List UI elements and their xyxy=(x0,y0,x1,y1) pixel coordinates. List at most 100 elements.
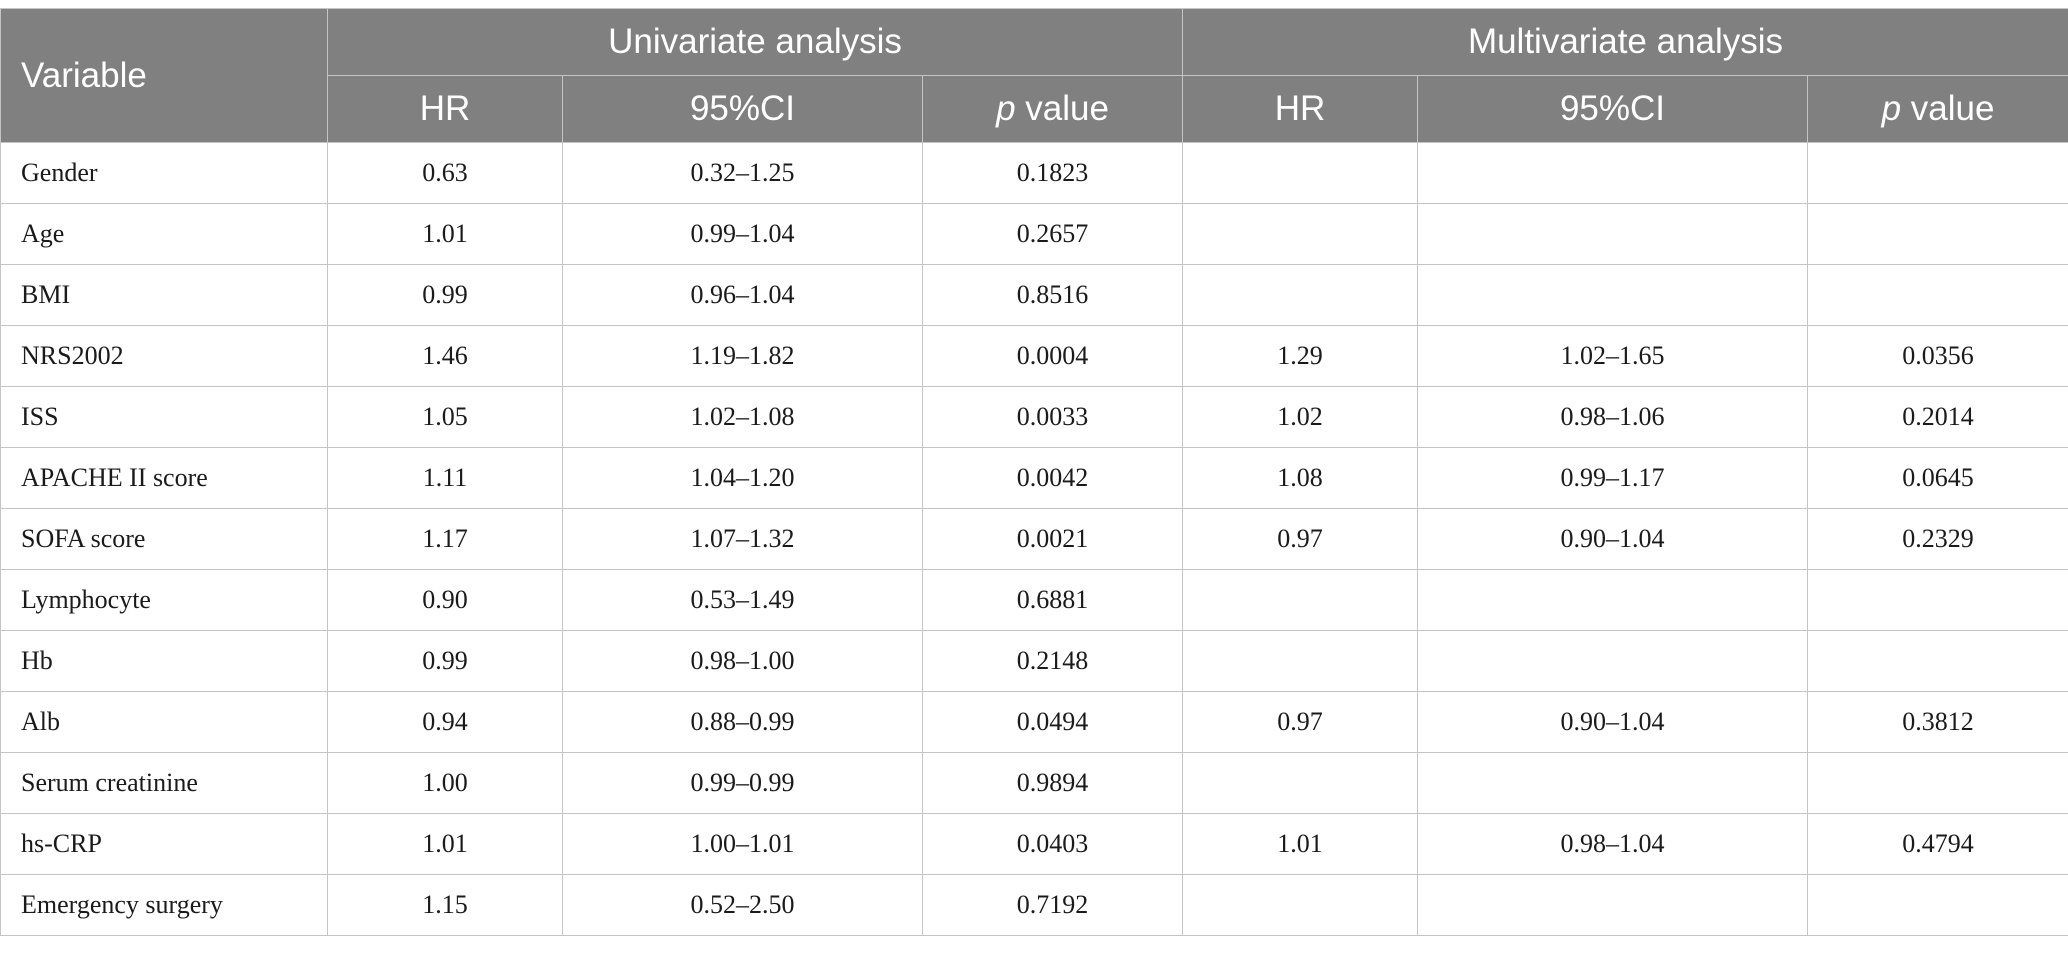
univariate-p-cell: 0.0403 xyxy=(922,813,1183,875)
multivariate-ci-cell xyxy=(1417,630,1808,692)
multivariate-hr-cell xyxy=(1182,203,1418,265)
multivariate-p-cell xyxy=(1807,569,2068,631)
univariate-hr-cell: 0.63 xyxy=(327,142,563,204)
p-value-label: value xyxy=(1901,89,1995,128)
multivariate-hr-cell xyxy=(1182,569,1418,631)
multivariate-p-cell: 0.3812 xyxy=(1807,691,2068,753)
univariate-ci-cell: 0.99–1.04 xyxy=(562,203,923,265)
multivariate-hr-cell: 1.29 xyxy=(1182,325,1418,387)
multivariate-ci-cell: 0.90–1.04 xyxy=(1417,508,1808,570)
table-row: Hb 0.99 0.98–1.00 0.2148 xyxy=(0,630,2068,692)
univariate-ci-header: 95%CI xyxy=(562,75,923,143)
multivariate-ci-header: 95%CI xyxy=(1417,75,1808,143)
header-group-row: Variable Univariate analysis Multivariat… xyxy=(0,8,2068,143)
univariate-ci-cell: 0.99–0.99 xyxy=(562,752,923,814)
univariate-p-cell: 0.2148 xyxy=(922,630,1183,692)
table-row: Serum creatinine 1.00 0.99–0.99 0.9894 xyxy=(0,752,2068,814)
univariate-p-cell: 0.8516 xyxy=(922,264,1183,326)
multivariate-p-cell: 0.0645 xyxy=(1807,447,2068,509)
variable-cell: Alb xyxy=(0,691,328,753)
table-row: BMI 0.99 0.96–1.04 0.8516 xyxy=(0,264,2068,326)
univariate-hr-cell: 1.01 xyxy=(327,203,563,265)
univariate-ci-cell: 1.00–1.01 xyxy=(562,813,923,875)
variable-cell: SOFA score xyxy=(0,508,328,570)
multivariate-hr-cell xyxy=(1182,142,1418,204)
multivariate-p-cell: 0.0356 xyxy=(1807,325,2068,387)
variable-cell: Age xyxy=(0,203,328,265)
multivariate-ci-cell xyxy=(1417,203,1808,265)
univariate-ci-cell: 0.98–1.00 xyxy=(562,630,923,692)
univariate-p-cell: 0.0033 xyxy=(922,386,1183,448)
multivariate-p-cell xyxy=(1807,752,2068,814)
univariate-p-cell: 0.7192 xyxy=(922,874,1183,936)
table-row: Emergency surgery 1.15 0.52–2.50 0.7192 xyxy=(0,874,2068,936)
multivariate-hr-cell: 1.01 xyxy=(1182,813,1418,875)
univariate-hr-cell: 1.11 xyxy=(327,447,563,509)
multivariate-p-cell: 0.2014 xyxy=(1807,386,2068,448)
univariate-ci-cell: 1.19–1.82 xyxy=(562,325,923,387)
univariate-ci-cell: 0.53–1.49 xyxy=(562,569,923,631)
multivariate-ci-cell: 0.98–1.04 xyxy=(1417,813,1808,875)
univariate-hr-cell: 0.94 xyxy=(327,691,563,753)
univariate-p-cell: 0.9894 xyxy=(922,752,1183,814)
univariate-p-cell: 0.0021 xyxy=(922,508,1183,570)
multivariate-ci-cell: 0.98–1.06 xyxy=(1417,386,1808,448)
multivariate-ci-cell xyxy=(1417,142,1808,204)
variable-cell: Hb xyxy=(0,630,328,692)
variable-cell: ISS xyxy=(0,386,328,448)
table-row: Lymphocyte 0.90 0.53–1.49 0.6881 xyxy=(0,569,2068,631)
variable-cell: Lymphocyte xyxy=(0,569,328,631)
multivariate-p-cell xyxy=(1807,203,2068,265)
multivariate-hr-header: HR xyxy=(1182,75,1418,143)
multivariate-p-cell xyxy=(1807,630,2068,692)
multivariate-header: Multivariate analysis xyxy=(1182,8,2068,76)
results-table: Variable Univariate analysis Multivariat… xyxy=(0,8,2068,936)
multivariate-hr-cell xyxy=(1182,264,1418,326)
multivariate-ci-cell xyxy=(1417,874,1808,936)
multivariate-ci-cell xyxy=(1417,264,1808,326)
table-row: Age 1.01 0.99–1.04 0.2657 xyxy=(0,203,2068,265)
p-value-label: value xyxy=(1015,89,1109,128)
multivariate-p-header: p value xyxy=(1807,75,2068,143)
multivariate-ci-cell: 0.90–1.04 xyxy=(1417,691,1808,753)
variable-cell: Serum creatinine xyxy=(0,752,328,814)
table-header: Variable Univariate analysis Multivariat… xyxy=(0,8,2068,143)
univariate-ci-cell: 0.32–1.25 xyxy=(562,142,923,204)
variable-cell: hs-CRP xyxy=(0,813,328,875)
univariate-hr-cell: 1.05 xyxy=(327,386,563,448)
p-symbol: p xyxy=(996,89,1016,128)
multivariate-p-cell xyxy=(1807,874,2068,936)
univariate-hr-cell: 0.99 xyxy=(327,264,563,326)
multivariate-p-cell xyxy=(1807,264,2068,326)
table-row: hs-CRP 1.01 1.00–1.01 0.0403 1.01 0.98–1… xyxy=(0,813,2068,875)
univariate-p-cell: 0.6881 xyxy=(922,569,1183,631)
table-row: Gender 0.63 0.32–1.25 0.1823 xyxy=(0,142,2068,204)
univariate-p-cell: 0.2657 xyxy=(922,203,1183,265)
univariate-p-cell: 0.0004 xyxy=(922,325,1183,387)
multivariate-ci-cell: 0.99–1.17 xyxy=(1417,447,1808,509)
variable-cell: Gender xyxy=(0,142,328,204)
univariate-hr-cell: 1.17 xyxy=(327,508,563,570)
multivariate-hr-cell: 0.97 xyxy=(1182,508,1418,570)
univariate-p-cell: 0.0494 xyxy=(922,691,1183,753)
table-row: NRS2002 1.46 1.19–1.82 0.0004 1.29 1.02–… xyxy=(0,325,2068,387)
multivariate-ci-cell xyxy=(1417,752,1808,814)
univariate-ci-cell: 0.52–2.50 xyxy=(562,874,923,936)
univariate-hr-cell: 0.90 xyxy=(327,569,563,631)
multivariate-hr-cell: 1.08 xyxy=(1182,447,1418,509)
variable-header: Variable xyxy=(0,8,328,143)
multivariate-hr-cell xyxy=(1182,874,1418,936)
multivariate-hr-cell: 0.97 xyxy=(1182,691,1418,753)
table-row: APACHE II score 1.11 1.04–1.20 0.0042 1.… xyxy=(0,447,2068,509)
p-symbol: p xyxy=(1881,89,1902,128)
univariate-hr-cell: 1.00 xyxy=(327,752,563,814)
multivariate-ci-cell: 1.02–1.65 xyxy=(1417,325,1808,387)
univariate-p-cell: 0.1823 xyxy=(922,142,1183,204)
univariate-hr-cell: 1.01 xyxy=(327,813,563,875)
multivariate-p-cell: 0.4794 xyxy=(1807,813,2068,875)
univariate-hr-cell: 1.46 xyxy=(327,325,563,387)
table-body: Gender 0.63 0.32–1.25 0.1823 Age 1.01 0.… xyxy=(0,142,2068,936)
header-sub-row: HR 95%CI p value HR 95%CI p value xyxy=(1,75,2068,143)
table-row: Alb 0.94 0.88–0.99 0.0494 0.97 0.90–1.04… xyxy=(0,691,2068,753)
multivariate-hr-cell xyxy=(1182,752,1418,814)
